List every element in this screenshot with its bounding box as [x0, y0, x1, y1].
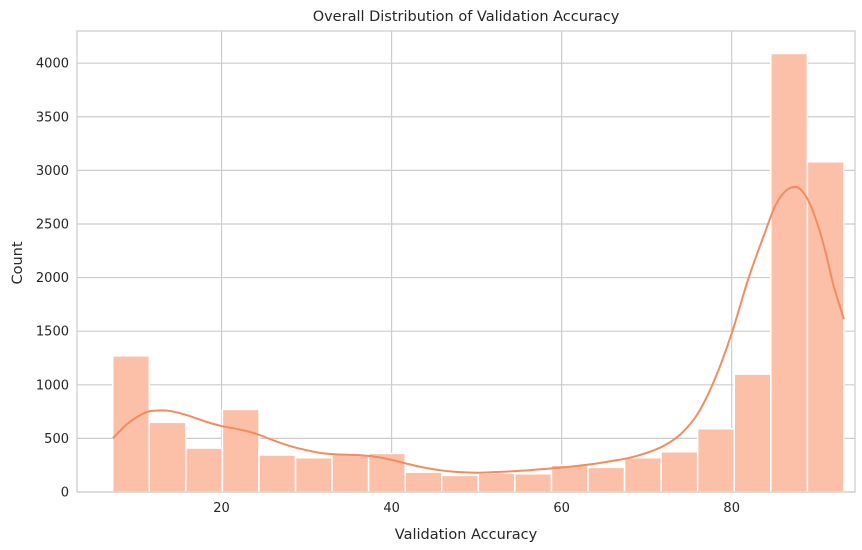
x-tick-label: 20	[213, 501, 230, 516]
chart-title: Overall Distribution of Validation Accur…	[313, 9, 620, 25]
histogram-bar	[148, 421, 187, 493]
y-tick-label: 3500	[36, 110, 69, 125]
y-axis-label: Count	[10, 241, 26, 284]
histogram-bar	[294, 456, 333, 493]
y-tick-label: 0	[61, 486, 69, 501]
histogram-bar	[404, 471, 443, 493]
histogram-bar	[696, 427, 736, 493]
x-tick-label: 40	[383, 501, 400, 516]
kde-curve	[112, 185, 845, 474]
y-tick-label: 1000	[36, 378, 69, 393]
histogram-bar	[185, 447, 224, 493]
y-tick-label: 1500	[36, 325, 69, 340]
histogram-bar	[733, 373, 772, 493]
y-tick-label: 3000	[36, 164, 69, 179]
y-tick-label: 2500	[36, 217, 69, 232]
histogram-bar	[550, 464, 589, 493]
histogram-bar	[587, 466, 626, 493]
kde-curve-layer	[112, 185, 845, 474]
tick-labels: 0 500 1000 1500 2000 2500 3000 3500 4000 20 40 60 80	[36, 57, 740, 516]
x-axis-label: Validation Accuracy	[395, 527, 538, 543]
x-tick-label: 60	[553, 501, 570, 516]
y-tick-label: 2000	[36, 271, 69, 286]
histogram-bar	[806, 161, 845, 493]
histogram-bars	[111, 52, 845, 493]
histogram-bar	[258, 454, 297, 493]
y-tick-label: 500	[44, 432, 69, 447]
plot-frame	[76, 30, 856, 493]
histogram-bar	[331, 453, 370, 493]
histogram-bar	[660, 451, 699, 493]
histogram-bar	[770, 52, 809, 493]
histogram-bar	[477, 472, 516, 493]
x-tick-label: 80	[723, 501, 740, 516]
y-tick-label: 4000	[36, 57, 69, 72]
histogram-bar	[441, 474, 480, 493]
histogram-bar	[514, 473, 553, 493]
histogram-bar	[111, 355, 151, 493]
histogram-bar	[221, 408, 260, 493]
grid-layer	[77, 31, 855, 493]
histogram-bar	[623, 456, 662, 493]
